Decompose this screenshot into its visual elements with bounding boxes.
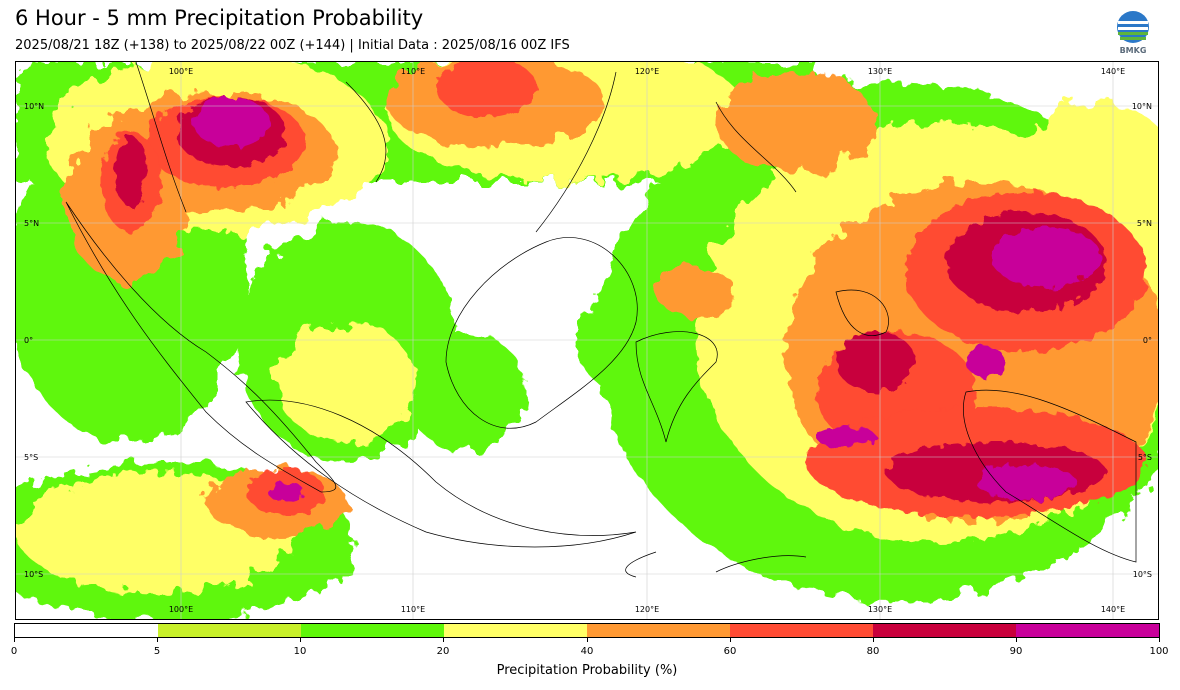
svg-text:10°N: 10°N <box>24 102 44 111</box>
colorbar-segment <box>587 624 730 637</box>
colorbar-tick: 80 <box>866 646 880 657</box>
svg-text:5°S: 5°S <box>1138 453 1152 462</box>
svg-text:0°: 0° <box>1143 336 1152 345</box>
colorbar-tick: 90 <box>1009 646 1023 657</box>
colorbar-tick: 60 <box>723 646 737 657</box>
svg-text:120°E: 120°E <box>635 67 659 76</box>
svg-text:120°E: 120°E <box>635 605 659 614</box>
graticule <box>16 62 1158 619</box>
colorbar-segment <box>444 624 587 637</box>
colorbar-segment <box>1016 624 1159 637</box>
colorbar-tick: 40 <box>580 646 594 657</box>
colorbar-segment <box>730 624 873 637</box>
colorbar-tick: 20 <box>436 646 450 657</box>
svg-text:130°E: 130°E <box>868 605 892 614</box>
colorbar-label: Precipitation Probability (%) <box>496 663 678 678</box>
svg-text:0°: 0° <box>24 336 33 345</box>
svg-text:5°N: 5°N <box>24 219 39 228</box>
colorbar-tick: 5 <box>153 646 161 657</box>
svg-text:10°N: 10°N <box>1132 102 1152 111</box>
colorbar-tick: 10 <box>293 646 307 657</box>
chart-subtitle: 2025/08/21 18Z (+138) to 2025/08/22 00Z … <box>15 38 570 53</box>
colorbar-segment <box>158 624 301 637</box>
colorbar-tick: 100 <box>1149 646 1169 657</box>
svg-text:140°E: 140°E <box>1101 605 1125 614</box>
svg-text:110°E: 110°E <box>401 67 425 76</box>
lon-labels-top: 100°E 110°E 120°E 130°E 140°E <box>169 67 1125 76</box>
lon-labels-bottom: 100°E 110°E 120°E 130°E 140°E <box>169 605 1125 614</box>
svg-text:10°S: 10°S <box>1133 570 1152 579</box>
svg-text:140°E: 140°E <box>1101 67 1125 76</box>
colorbar <box>14 623 1160 638</box>
svg-text:110°E: 110°E <box>401 605 425 614</box>
coastlines <box>65 62 1137 578</box>
colorbar-segment <box>15 624 158 637</box>
colorbar-segment <box>301 624 444 637</box>
svg-text:5°S: 5°S <box>24 453 38 462</box>
lat-labels-left: 10°N 5°N 0° 5°S 10°S <box>24 102 44 579</box>
bmkg-logo: BMKG <box>1117 11 1149 55</box>
svg-text:100°E: 100°E <box>169 605 193 614</box>
svg-text:130°E: 130°E <box>868 67 892 76</box>
svg-text:100°E: 100°E <box>169 67 193 76</box>
lat-labels-right: 10°N 5°N 0° 5°S 10°S <box>1132 102 1152 579</box>
precip-magenta-layer <box>193 97 1101 502</box>
chart-title: 6 Hour - 5 mm Precipitation Probability <box>15 6 424 30</box>
svg-text:10°S: 10°S <box>24 570 43 579</box>
colorbar-tick: 0 <box>10 646 18 657</box>
svg-text:5°N: 5°N <box>1137 219 1152 228</box>
svg-text:BMKG: BMKG <box>1120 46 1147 55</box>
colorbar-segment <box>873 624 1016 637</box>
map-area: 100°E 110°E 120°E 130°E 140°E 100°E 110°… <box>15 61 1159 620</box>
